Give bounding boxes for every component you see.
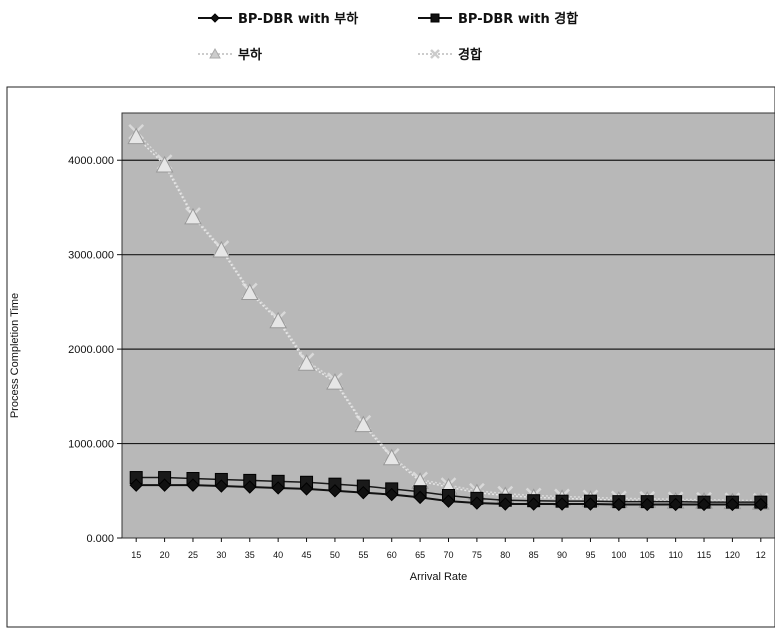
y-tick-label: 0.000 <box>86 533 114 545</box>
gridlines <box>122 159 775 445</box>
data-point <box>127 127 146 145</box>
data-point <box>555 497 569 511</box>
y-axis-title: Process Completion Time <box>9 293 21 418</box>
x-tick-label: 105 <box>640 550 655 560</box>
data-point <box>299 482 314 496</box>
data-point <box>269 311 287 329</box>
y-tick-label: 3000.000 <box>68 250 114 262</box>
x-tick-label: 45 <box>302 550 312 560</box>
x-tick-label: 110 <box>668 550 682 560</box>
series-layer <box>127 124 770 512</box>
data-point <box>430 13 440 23</box>
x-tick-label: 55 <box>358 550 368 560</box>
data-point <box>356 485 371 500</box>
x-tick-label: 65 <box>415 550 425 560</box>
x-tick-label: 60 <box>387 550 397 560</box>
x-tick-label: 35 <box>245 550 255 560</box>
x-tick-label: 80 <box>500 550 510 560</box>
y-tick-label: 4000.000 <box>68 155 114 167</box>
data-point <box>470 496 484 510</box>
y-axis-ticks: 0.000 1000.000 2000.000 3000.000 4000.000 <box>68 155 122 545</box>
legend-label: BP-DBR with 부하 <box>238 11 358 27</box>
legend-label: BP-DBR with 경합 <box>458 11 578 27</box>
data-point <box>498 497 512 511</box>
x-tick-label: 115 <box>697 550 711 560</box>
x-tick-label: 120 <box>725 550 740 560</box>
data-point <box>326 373 344 390</box>
data-point <box>240 283 259 300</box>
data-point <box>129 478 143 492</box>
data-point <box>430 49 440 59</box>
data-point <box>754 497 768 512</box>
x-tick-label: 95 <box>585 550 595 560</box>
data-point <box>328 484 342 498</box>
data-point <box>155 155 174 173</box>
y-tick-label: 2000.000 <box>68 344 114 356</box>
x-tick-label: 75 <box>472 550 482 560</box>
legend-item: 부하 <box>198 47 262 63</box>
data-point <box>413 490 427 505</box>
legend-item: 경합 <box>418 47 482 63</box>
x-tick-label: 70 <box>443 550 453 560</box>
x-axis-ticks: 15 20 25 30 35 40 45 50 55 60 65 70 75 80 85 90 95 100 105… <box>131 538 766 560</box>
data-point <box>640 497 654 512</box>
data-point <box>186 478 200 492</box>
data-point <box>526 497 541 511</box>
data-point <box>697 497 711 512</box>
data-point <box>157 478 172 492</box>
x-tick-label: 85 <box>529 550 539 560</box>
x-tick-label: 25 <box>188 550 198 560</box>
plot-area <box>121 112 775 539</box>
x-tick-label: 15 <box>131 550 141 560</box>
data-point <box>382 448 401 466</box>
x-axis-title: Arrival Rate <box>410 571 467 583</box>
data-point <box>212 240 231 258</box>
data-point <box>725 497 740 512</box>
y-tick-label: 1000.000 <box>68 439 114 451</box>
series-line <box>135 136 761 503</box>
data-point <box>612 497 626 512</box>
x-tick-label: 90 <box>557 550 567 560</box>
data-point <box>354 415 373 433</box>
x-tick-label: 12 <box>756 550 766 560</box>
data-point <box>210 13 220 23</box>
data-point <box>184 207 202 225</box>
data-point <box>271 481 285 495</box>
data-point <box>297 354 316 371</box>
legend-label: 부하 <box>238 47 262 63</box>
x-tick-label: 20 <box>160 550 170 560</box>
legend-item: BP-DBR with 경합 <box>418 11 578 27</box>
legend-item: BP-DBR with 부하 <box>198 11 358 27</box>
data-point <box>583 497 598 511</box>
x-tick-label: 30 <box>216 550 226 560</box>
series-0 <box>129 478 768 512</box>
data-point <box>243 480 257 494</box>
x-tick-label: 50 <box>330 550 340 560</box>
x-tick-label: 100 <box>611 550 626 560</box>
data-point <box>209 47 221 59</box>
legend-label: 경합 <box>458 47 482 63</box>
data-point <box>441 494 456 508</box>
data-point <box>214 479 229 493</box>
data-point <box>385 487 399 502</box>
x-tick-label: 40 <box>273 550 283 560</box>
data-point <box>668 497 683 512</box>
